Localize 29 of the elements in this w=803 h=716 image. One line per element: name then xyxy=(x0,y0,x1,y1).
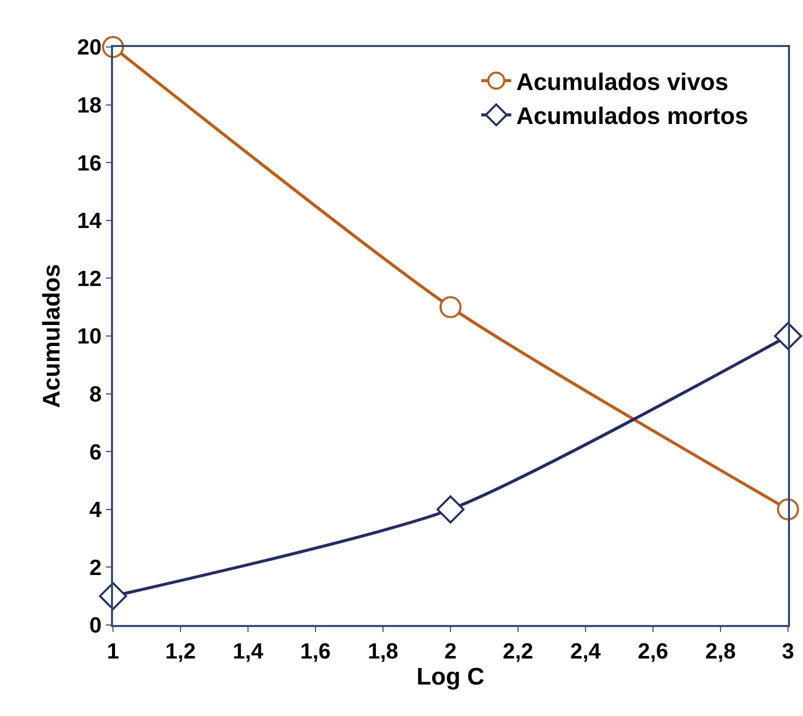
y-tick-label: 12 xyxy=(77,266,102,291)
x-tick-label: 2,4 xyxy=(570,638,602,664)
y-tick-label: 16 xyxy=(77,150,102,176)
point xyxy=(102,36,124,58)
y-tick-label: 0 xyxy=(89,612,102,638)
x-tick-label: 2 xyxy=(444,638,457,664)
x-tick-label: 1 xyxy=(106,638,120,664)
x-tick-label: 1,2 xyxy=(165,638,196,664)
y-tick-label: 18 xyxy=(77,92,102,118)
legend-label: Acumulados vivos xyxy=(516,69,728,96)
x-tick-label: 1,8 xyxy=(368,638,398,664)
y-tick-label: 10 xyxy=(77,324,102,349)
y-tick-label: 2 xyxy=(89,554,102,580)
y-tick-label: 4 xyxy=(89,497,102,522)
x-tick-label: 2,6 xyxy=(638,638,668,664)
x-tick-label: 1,6 xyxy=(300,638,331,664)
x-tick-label: 2,8 xyxy=(705,638,736,664)
point xyxy=(436,495,464,524)
point xyxy=(440,296,462,318)
y-tick-label: 20 xyxy=(77,34,102,60)
legend-label: Acumulados mortos xyxy=(516,103,748,130)
y-tick-label: 6 xyxy=(89,439,102,464)
y-tick-label: 14 xyxy=(77,208,102,234)
x-tick-label: 2,2 xyxy=(502,638,534,664)
y-tick-label: 8 xyxy=(89,382,102,406)
x-axis-title: Log C xyxy=(416,663,484,690)
x-tick-label: 3 xyxy=(782,638,794,664)
y-axis-title: Acumulados xyxy=(38,264,66,408)
x-tick-label: 1,4 xyxy=(232,638,264,664)
